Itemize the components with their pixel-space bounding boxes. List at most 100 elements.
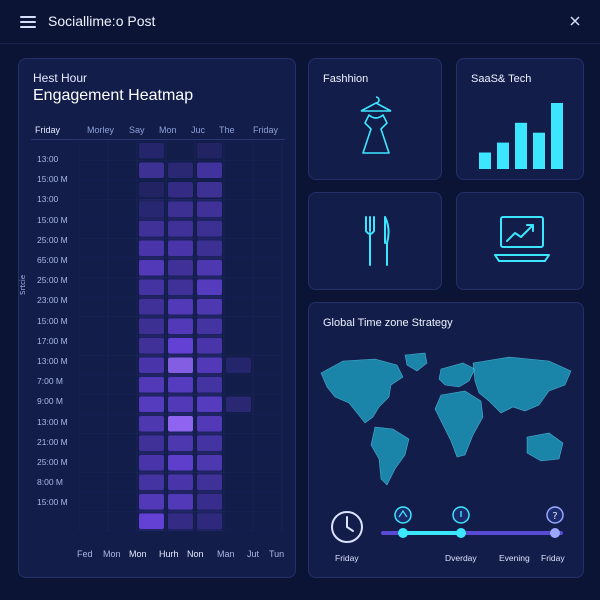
- heat-cell-9-3: [168, 318, 193, 334]
- time-label-10: 13:00 M: [37, 356, 68, 366]
- svg-text:?: ?: [552, 511, 557, 522]
- heat-cell-11-2: [139, 357, 164, 373]
- heat-cell-15-2: [139, 435, 164, 451]
- time-label-13: 13:00 M: [37, 416, 68, 427]
- heat-cell-13-5: [226, 396, 251, 412]
- heat-cell-14-4: [197, 416, 222, 432]
- heatmap-subtitle: Hest Hour: [33, 71, 88, 85]
- heat-cell-3-4: [197, 201, 222, 217]
- footer-label-0: Fed: [77, 549, 93, 559]
- heat-cell-3-2: [139, 201, 164, 217]
- footer-label-6: Jut: [247, 549, 260, 559]
- timeline-clock-icon: [331, 511, 363, 543]
- heat-cell-6-3: [168, 260, 193, 276]
- saas-bar-3: [533, 132, 545, 169]
- heat-cell-1-2: [139, 162, 164, 178]
- heat-cell-0-2: [139, 143, 164, 159]
- map-title: Global Time zone Strategy: [323, 317, 453, 329]
- time-label-12: 9:00 M: [37, 396, 63, 407]
- heat-cell-12-3: [168, 377, 193, 393]
- heat-cell-13-4: [197, 396, 222, 412]
- saas-bar-1: [497, 142, 509, 169]
- heat-cell-19-2: [139, 513, 164, 529]
- app-title: Sociallime:o Post: [48, 13, 156, 29]
- heat-cell-0-4: [197, 143, 222, 159]
- timeline-label-evening: Evening: [499, 553, 530, 563]
- heat-cell-3-3: [168, 201, 193, 217]
- map-north-america: [320, 358, 404, 424]
- heat-cell-2-4: [197, 182, 222, 198]
- top-bar: Sociallime:o Post: [0, 0, 600, 44]
- tile-saas-tech[interactable]: SaaS& Tech: [456, 58, 584, 180]
- time-label-0: 13:00: [37, 154, 59, 164]
- heat-cell-16-2: [139, 455, 164, 471]
- heat-cell-10-2: [139, 338, 164, 354]
- tile-tech[interactable]: [456, 192, 584, 290]
- time-label-2: 13:00: [37, 194, 59, 205]
- laptop-chart-icon: [494, 216, 550, 262]
- hamburger-menu-icon[interactable]: [20, 16, 36, 28]
- heat-column-bg-2: [139, 199, 164, 531]
- time-label-6: 25:00 M: [37, 275, 68, 286]
- fork-knife-icon: [365, 216, 390, 266]
- heat-cell-17-2: [139, 474, 164, 490]
- heat-cell-10-4: [197, 338, 222, 354]
- time-label-14: 21:00 M: [37, 436, 68, 447]
- saas-bar-2: [515, 122, 527, 169]
- day-header-1: Morley: [87, 125, 115, 135]
- heat-cell-2-3: [168, 182, 193, 198]
- tile-saas-title: SaaS& Tech: [471, 73, 532, 85]
- world-map: [320, 352, 572, 486]
- heatmap-grid: [79, 141, 283, 532]
- heat-cell-7-4: [197, 279, 222, 295]
- heat-cell-6-4: [197, 260, 222, 276]
- timeline-label-friday: Friday: [335, 553, 359, 563]
- heat-cell-18-3: [168, 494, 193, 510]
- heat-cell-19-4: [197, 513, 222, 529]
- heat-cell-13-2: [139, 396, 164, 412]
- footer-label-3: Hurh: [159, 549, 179, 559]
- heat-cell-7-2: [139, 279, 164, 295]
- map-south-america: [370, 426, 410, 486]
- heat-cell-11-5: [226, 357, 251, 373]
- map-europe: [438, 362, 476, 388]
- day-header-3: Mon: [159, 125, 177, 135]
- dress-icon: [360, 96, 392, 154]
- heat-cell-8-4: [197, 299, 222, 315]
- tile-fashion[interactable]: Fashhion: [308, 58, 442, 180]
- heat-cell-8-3: [168, 299, 193, 315]
- heat-cell-5-4: [197, 240, 222, 256]
- day-header-4: Juc: [191, 125, 206, 135]
- heat-cell-17-3: [168, 474, 193, 490]
- heat-cell-5-3: [168, 240, 193, 256]
- map-greenland: [404, 352, 428, 372]
- heat-cell-11-4: [197, 357, 222, 373]
- bar-chart-icon: [479, 103, 563, 169]
- day-header-2: Say: [129, 125, 145, 135]
- saas-bar-4: [551, 103, 563, 169]
- timeline-label-friday-2: Friday: [541, 553, 565, 563]
- timeline: ?: [331, 506, 564, 543]
- heat-cell-4-2: [139, 221, 164, 237]
- heat-cell-10-3: [168, 338, 193, 354]
- heat-cell-1-4: [197, 162, 222, 178]
- footer-label-7: Tun: [269, 549, 285, 559]
- map-australia: [526, 432, 564, 462]
- time-label-4: 25:00 M: [37, 234, 68, 245]
- heat-cell-16-4: [197, 455, 222, 471]
- time-label-8: 15:00 M: [37, 315, 68, 326]
- footer-label-2: Mon: [129, 549, 147, 559]
- day-header-6: Friday: [253, 125, 279, 135]
- heat-cell-17-4: [197, 474, 222, 490]
- day-header-0: Friday: [35, 125, 61, 135]
- footer-label-5: Man: [217, 549, 235, 559]
- close-icon[interactable]: [568, 14, 582, 28]
- map-africa: [434, 390, 484, 458]
- saas-bar-0: [479, 152, 491, 169]
- timeline-node-3: ?: [546, 506, 564, 538]
- time-label-16: 8:00 M: [37, 477, 63, 488]
- header-divider: [31, 139, 285, 140]
- heat-cell-4-3: [168, 221, 193, 237]
- timeline-label-day: Dverday: [445, 553, 477, 563]
- tile-food[interactable]: [308, 192, 442, 290]
